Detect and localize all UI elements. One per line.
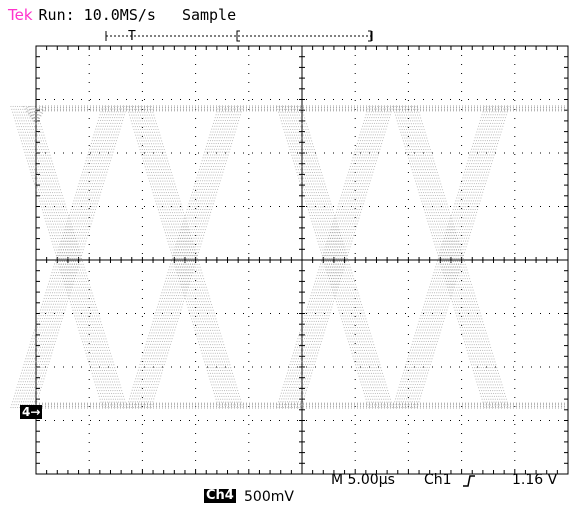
trace-line bbox=[300, 105, 394, 409]
trace-line bbox=[412, 105, 506, 409]
trace-line bbox=[407, 105, 501, 409]
trace-line bbox=[398, 105, 492, 409]
record-position-bar: T bbox=[105, 29, 373, 44]
trace-line bbox=[392, 105, 486, 409]
trace-line bbox=[34, 105, 128, 409]
trace-line bbox=[132, 105, 226, 409]
trace-line bbox=[19, 105, 113, 409]
trace-line bbox=[407, 105, 501, 409]
trace-line bbox=[12, 105, 106, 409]
trace-line bbox=[148, 105, 242, 409]
trace-line bbox=[139, 105, 233, 409]
trace-line bbox=[401, 105, 495, 409]
trace-line bbox=[392, 105, 486, 409]
trace-line bbox=[143, 105, 237, 409]
trace-line bbox=[137, 105, 231, 409]
trace-line bbox=[293, 105, 387, 409]
trace-line bbox=[412, 105, 506, 409]
trace-line bbox=[146, 105, 240, 409]
trace-line bbox=[27, 105, 121, 409]
trace-line bbox=[278, 105, 372, 409]
trace-line bbox=[401, 105, 495, 409]
trace-line bbox=[132, 105, 226, 409]
trace-line bbox=[23, 105, 117, 409]
trace-line bbox=[405, 105, 499, 409]
trace-line bbox=[409, 105, 503, 409]
timebase-readout: M 5.00µs bbox=[331, 472, 395, 488]
volts-per-div: 500mV bbox=[244, 489, 294, 505]
trace-line bbox=[278, 105, 372, 409]
rising-edge-icon bbox=[463, 475, 475, 487]
run-status: Run: 10.0MS/s bbox=[38, 6, 156, 24]
trace-line bbox=[141, 105, 235, 409]
trace-line bbox=[141, 105, 235, 409]
trace-line bbox=[296, 105, 390, 409]
trace-line bbox=[403, 105, 497, 409]
trace-line bbox=[403, 105, 497, 409]
trace-line bbox=[139, 105, 233, 409]
trace-line bbox=[280, 105, 374, 409]
trace-line bbox=[396, 105, 490, 409]
trace-line bbox=[146, 105, 240, 409]
trace-line bbox=[150, 105, 244, 409]
trace-line bbox=[143, 105, 237, 409]
trace-line bbox=[291, 105, 385, 409]
trace-line bbox=[280, 105, 374, 409]
trace-line bbox=[35, 105, 48, 125]
trace-line bbox=[285, 105, 379, 409]
trace-line bbox=[135, 105, 229, 409]
trace-line bbox=[148, 105, 242, 409]
trace-line bbox=[414, 105, 508, 409]
trigger-position-marker: T bbox=[128, 29, 136, 44]
trace-line bbox=[285, 105, 379, 409]
trace-line bbox=[296, 105, 390, 409]
channel-label: Ch4 bbox=[204, 488, 236, 503]
trace-line bbox=[300, 105, 394, 409]
trace-line bbox=[130, 105, 224, 409]
trace-line bbox=[398, 105, 492, 409]
trace-line bbox=[126, 105, 220, 409]
trace-line bbox=[416, 105, 510, 409]
trace-line bbox=[126, 105, 220, 409]
trigger-source: Ch1 bbox=[424, 472, 452, 488]
trace-line bbox=[282, 105, 376, 409]
trace-line bbox=[130, 105, 224, 409]
trigger-level: 1.16 V bbox=[512, 472, 558, 488]
trace-line bbox=[150, 105, 244, 409]
trace-line bbox=[409, 105, 503, 409]
trace-line bbox=[416, 105, 510, 409]
acquisition-mode: Sample bbox=[181, 6, 237, 24]
trace-line bbox=[289, 105, 383, 409]
channel-4-ground-marker: 4→ bbox=[20, 405, 43, 419]
trace-line bbox=[282, 105, 376, 409]
trace-line bbox=[396, 105, 490, 409]
trace-line bbox=[291, 105, 385, 409]
eye-diagram-traces bbox=[10, 105, 568, 409]
trace-line bbox=[27, 105, 121, 409]
brand-label: Tek bbox=[8, 6, 33, 24]
trace-line bbox=[30, 105, 124, 409]
trace-line bbox=[414, 105, 508, 409]
trace-line bbox=[16, 105, 110, 409]
trace-line bbox=[289, 105, 383, 409]
trace-line bbox=[293, 105, 387, 409]
trace-line bbox=[137, 105, 231, 409]
trace-line bbox=[135, 105, 229, 409]
status-bar: Tek Run: 10.0MS/s Sample bbox=[8, 6, 236, 24]
trace-line bbox=[405, 105, 499, 409]
